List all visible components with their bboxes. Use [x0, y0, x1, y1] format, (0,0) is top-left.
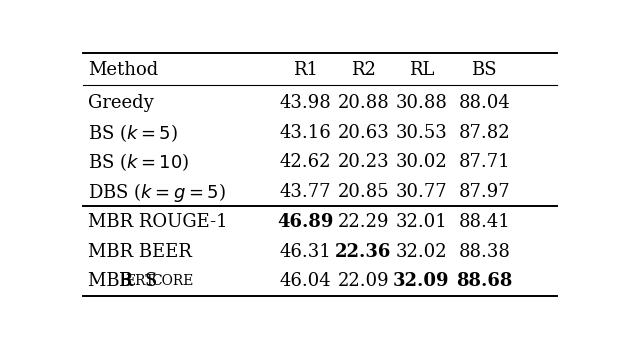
Text: Method: Method	[87, 61, 158, 79]
Text: 32.09: 32.09	[393, 272, 450, 290]
Text: 43.77: 43.77	[280, 183, 331, 201]
Text: 46.89: 46.89	[277, 213, 333, 231]
Text: 88.38: 88.38	[458, 242, 510, 261]
Text: 20.23: 20.23	[338, 153, 389, 171]
Text: 32.02: 32.02	[396, 242, 447, 261]
Text: 88.41: 88.41	[459, 213, 510, 231]
Text: 87.71: 87.71	[459, 153, 510, 171]
Text: R1: R1	[293, 61, 318, 79]
Text: 20.88: 20.88	[338, 94, 389, 112]
Text: 88.04: 88.04	[459, 94, 510, 112]
Text: 46.04: 46.04	[280, 272, 331, 290]
Text: 32.01: 32.01	[396, 213, 447, 231]
Text: 22.29: 22.29	[338, 213, 389, 231]
Text: 43.16: 43.16	[280, 124, 331, 142]
Text: 42.62: 42.62	[280, 153, 331, 171]
Text: S: S	[144, 272, 157, 290]
Text: BS ($k = 10$): BS ($k = 10$)	[87, 152, 189, 173]
Text: CORE: CORE	[152, 274, 194, 288]
Text: RL: RL	[409, 61, 434, 79]
Text: MBR ROUGE-1: MBR ROUGE-1	[87, 213, 227, 231]
Text: Greedy: Greedy	[87, 94, 154, 112]
Text: 22.36: 22.36	[335, 242, 391, 261]
Text: R2: R2	[351, 61, 376, 79]
Text: 22.09: 22.09	[338, 272, 389, 290]
Text: BS: BS	[471, 61, 497, 79]
Text: MBR: MBR	[87, 272, 139, 290]
Text: 20.85: 20.85	[338, 183, 389, 201]
Text: 30.02: 30.02	[396, 153, 447, 171]
Text: 30.88: 30.88	[396, 94, 447, 112]
Text: 46.31: 46.31	[280, 242, 331, 261]
Text: 30.77: 30.77	[396, 183, 447, 201]
Text: 87.82: 87.82	[459, 124, 510, 142]
Text: 87.97: 87.97	[459, 183, 510, 201]
Text: BS ($k = 5$): BS ($k = 5$)	[87, 122, 178, 144]
Text: MBR BEER: MBR BEER	[87, 242, 192, 261]
Text: 20.63: 20.63	[338, 124, 389, 142]
Text: 88.68: 88.68	[456, 272, 512, 290]
Text: 43.98: 43.98	[280, 94, 331, 112]
Text: 30.53: 30.53	[396, 124, 447, 142]
Text: ERT: ERT	[125, 274, 155, 288]
Text: B: B	[118, 272, 132, 290]
Text: DBS ($k = g = 5$): DBS ($k = g = 5$)	[87, 181, 225, 204]
